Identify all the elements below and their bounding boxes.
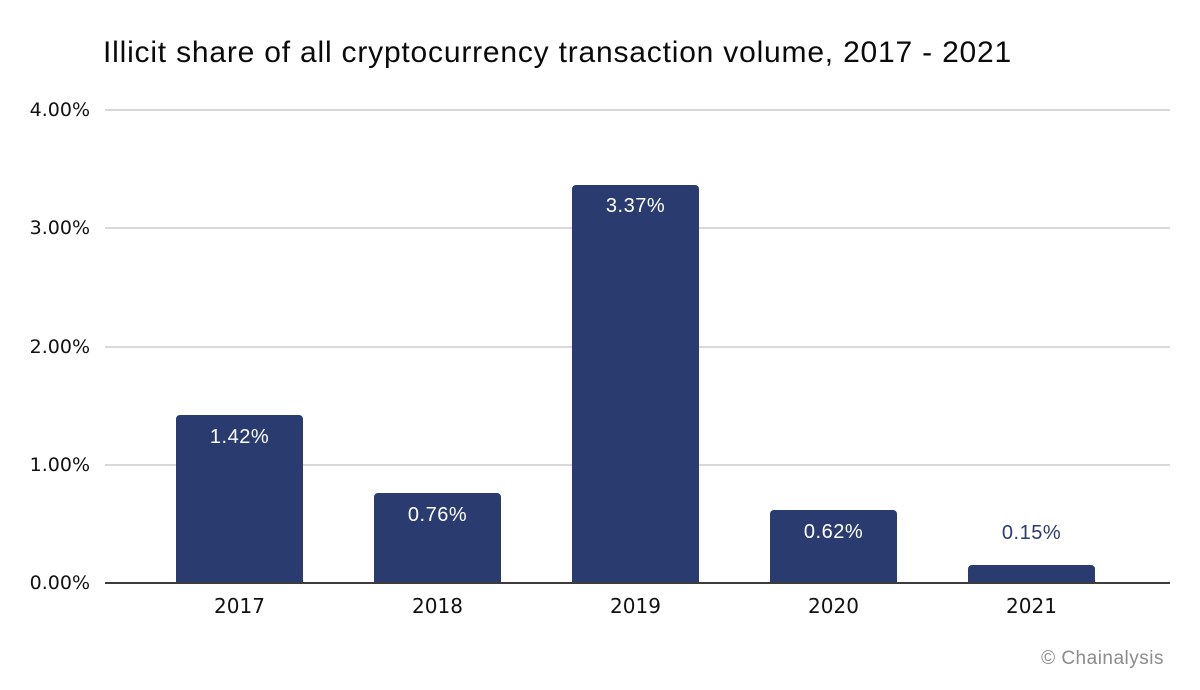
bar-2021 bbox=[968, 565, 1095, 583]
x-tick-label-2017: 2017 bbox=[214, 594, 265, 618]
bar-value-label-2021: 0.15% bbox=[1001, 522, 1062, 545]
plot-area: 1.42% 0.76% 3.37% 0.62% 0.15% bbox=[105, 109, 1170, 584]
attribution-text: © Chainalysis bbox=[1041, 648, 1164, 669]
bar-2017 bbox=[176, 415, 303, 583]
bar-2020 bbox=[770, 509, 897, 583]
bar-value-label-2019: 3.37% bbox=[605, 195, 666, 218]
gridline-4 bbox=[105, 109, 1170, 111]
chart-title: Illicit share of all cryptocurrency tran… bbox=[103, 36, 1013, 69]
y-tick-label: 4.00% bbox=[29, 99, 90, 121]
y-tick-label: 2.00% bbox=[29, 335, 90, 358]
bar-2018 bbox=[374, 493, 501, 583]
y-tick-label: 3.00% bbox=[29, 217, 90, 240]
bar-value-label-2018: 0.76% bbox=[407, 504, 468, 527]
y-tick-label: 1.00% bbox=[29, 453, 90, 476]
bar-value-label-2020: 0.62% bbox=[803, 520, 864, 543]
bar-2019 bbox=[572, 184, 699, 583]
x-tick-label-2020: 2020 bbox=[808, 594, 859, 618]
x-tick-label-2021: 2021 bbox=[1006, 594, 1057, 618]
x-tick-label-2018: 2018 bbox=[412, 594, 463, 618]
bar-value-label-2017: 1.42% bbox=[209, 426, 270, 449]
y-tick-label: 0.00% bbox=[29, 572, 90, 594]
x-axis-line bbox=[105, 582, 1170, 584]
x-tick-label-2019: 2019 bbox=[610, 594, 661, 618]
